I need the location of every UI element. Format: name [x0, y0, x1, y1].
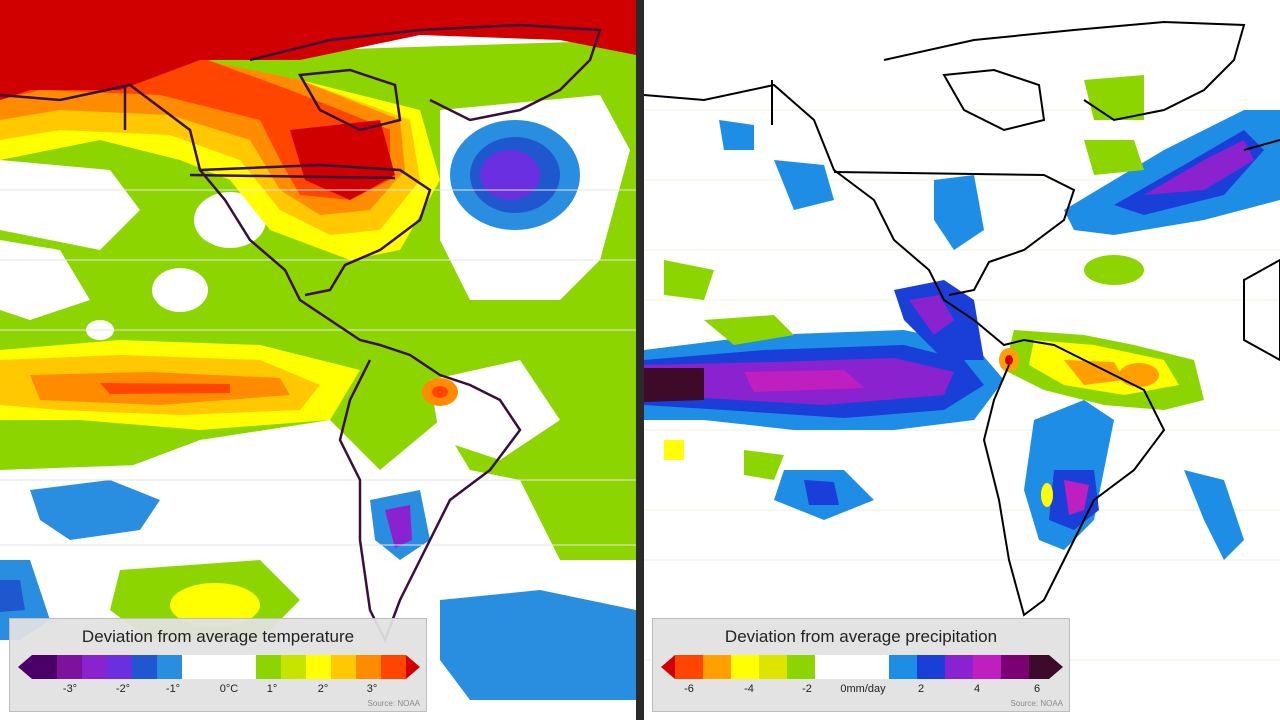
temperature-anomaly-map: Deviation from average temperature -	[0, 0, 636, 720]
legend-title: Deviation from average precipitation	[724, 627, 998, 646]
coastline-outline	[644, 20, 1280, 617]
tick-label: -3°	[62, 683, 78, 695]
panel-divider	[636, 0, 644, 720]
temperature-tick-labels: -3° -2° -1° 0°C 1° 2° 3°	[10, 683, 428, 699]
precipitation-anomaly-field	[644, 0, 1280, 720]
tick-label: 0°C	[219, 683, 239, 695]
tick-label: 4	[973, 683, 981, 695]
tick-label: 2	[917, 683, 925, 695]
source-credit: Source: NOAA	[1010, 699, 1063, 708]
precipitation-anomaly-map: Deviation from average precipitation -6	[644, 0, 1280, 720]
tick-label: -2°	[115, 683, 131, 695]
source-credit: Source: NOAA	[367, 699, 420, 708]
tick-label: -2	[802, 683, 812, 695]
temperature-anomaly-field	[0, 0, 636, 720]
tick-label: -6	[684, 683, 694, 695]
legend-title: Deviation from average temperature	[81, 627, 355, 646]
temperature-legend: Deviation from average temperature -	[9, 618, 427, 712]
tick-label: -1°	[165, 683, 181, 695]
precipitation-legend: Deviation from average precipitation -6	[652, 618, 1070, 712]
temperature-color-scale	[18, 655, 420, 679]
tick-label: 3°	[366, 683, 378, 695]
tick-label: 0mm/day	[840, 683, 886, 695]
coastline-outline	[0, 23, 602, 644]
precipitation-tick-labels: -6 -4 -2 0mm/day 2 4 6	[653, 683, 1071, 699]
tick-label: 2°	[317, 683, 329, 695]
tick-label: 6	[1033, 683, 1041, 695]
precipitation-color-scale	[661, 655, 1063, 679]
tick-label: -4	[744, 683, 754, 695]
tick-label: 1°	[266, 683, 278, 695]
